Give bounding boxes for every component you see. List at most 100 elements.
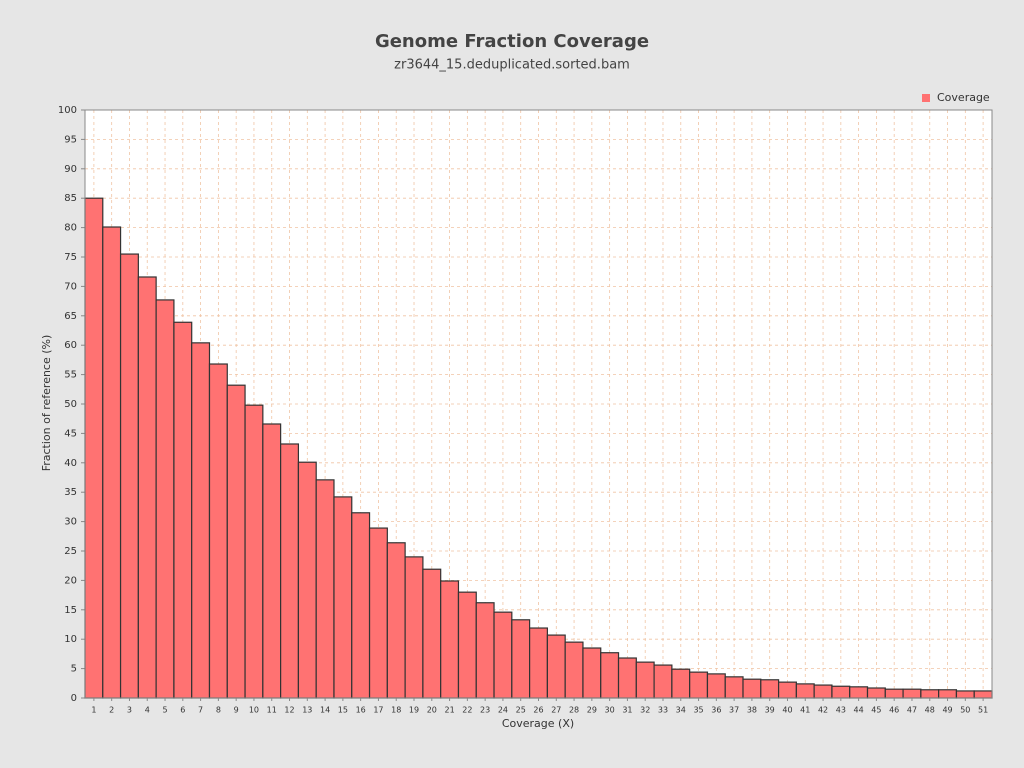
x-tick-label: 43 [836,706,846,715]
bar [351,512,371,699]
x-tick-label: 40 [782,706,792,715]
y-tick-label: 45 [64,428,77,439]
x-tick-label: 15 [338,706,348,715]
legend-swatch [922,94,930,102]
bar [955,690,975,699]
bar [440,580,460,699]
bar [173,321,193,699]
y-tick-label: 10 [64,634,77,645]
x-tick-label: 25 [516,706,526,715]
x-tick-label: 36 [711,706,721,715]
bar [564,641,584,699]
x-tick-label: 8 [216,706,221,715]
x-tick-label: 1 [91,706,96,715]
bar [457,591,477,699]
x-tick-label: 7 [198,706,203,715]
bar [155,299,175,699]
y-tick-label: 20 [64,575,77,586]
x-tick-label: 21 [444,706,454,715]
x-tick-label: 24 [498,706,508,715]
bar [813,684,833,699]
bar [297,461,317,699]
x-tick-label: 34 [676,706,686,715]
x-tick-label: 19 [409,706,419,715]
chart-subtitle: zr3644_15.deduplicated.sorted.bam [394,58,630,73]
x-tick-label: 17 [373,706,383,715]
x-tick-label: 12 [284,706,294,715]
bar [617,657,637,699]
y-tick-label: 15 [64,605,77,616]
y-tick-label: 25 [64,546,77,557]
bar [386,542,406,699]
bar [938,689,958,699]
x-tick-label: 32 [640,706,650,715]
x-tick-label: 22 [462,706,472,715]
bar [742,678,762,699]
bar [546,634,566,699]
bar [760,679,780,699]
x-tick-label: 44 [854,706,864,715]
x-tick-label: 49 [942,706,952,715]
x-tick-label: 42 [818,706,828,715]
bar [706,673,726,699]
y-tick-label: 5 [71,664,77,675]
bar [404,556,424,699]
x-tick-label: 5 [162,706,167,715]
x-tick-label: 28 [569,706,579,715]
bar [511,619,531,699]
bar [315,479,335,699]
x-tick-label: 23 [480,706,490,715]
y-tick-label: 85 [64,193,77,204]
x-tick-label: 9 [234,706,239,715]
bar [777,681,797,699]
x-tick-label: 31 [622,706,632,715]
chart-title: Genome Fraction Coverage [375,31,649,52]
x-tick-label: 4 [145,706,150,715]
x-tick-label: 37 [729,706,739,715]
bar [635,661,655,699]
bar [529,627,548,699]
bar [689,671,709,699]
y-tick-label: 75 [64,252,77,263]
y-tick-label: 90 [64,164,77,175]
y-tick-label: 95 [64,134,77,145]
bar [280,443,300,699]
x-tick-label: 39 [765,706,775,715]
bar [475,602,495,699]
y-tick-label: 0 [71,693,77,704]
x-tick-label: 51 [978,706,988,715]
bar [226,384,246,699]
x-tick-label: 20 [427,706,437,715]
bar [244,404,264,699]
x-tick-label: 33 [658,706,668,715]
y-tick-label: 50 [64,399,77,410]
y-axis-label: Fraction of reference (%) [40,335,53,472]
x-tick-label: 30 [605,706,615,715]
x-tick-label: 14 [320,706,330,715]
y-tick-label: 65 [64,311,77,322]
x-tick-label: 18 [391,706,401,715]
x-tick-label: 46 [889,706,899,715]
bar [262,423,282,699]
bar [671,668,691,699]
x-tick-label: 6 [180,706,185,715]
y-tick-label: 60 [64,340,77,351]
bar [884,688,904,699]
plot-border [84,109,993,699]
y-tick-label: 55 [64,370,77,381]
legend-label: Coverage [937,91,990,104]
y-tick-label: 30 [64,517,77,528]
x-tick-label: 41 [800,706,810,715]
bar [333,496,353,699]
bar [119,253,139,699]
y-tick-label: 100 [58,105,77,116]
bar [724,676,744,699]
x-tick-label: 16 [356,706,366,715]
y-tick-label: 40 [64,458,77,469]
bar [191,342,211,699]
x-tick-label: 45 [871,706,881,715]
bar [653,664,673,699]
x-tick-label: 11 [267,706,277,715]
bar [102,226,122,699]
x-tick-label: 35 [693,706,703,715]
